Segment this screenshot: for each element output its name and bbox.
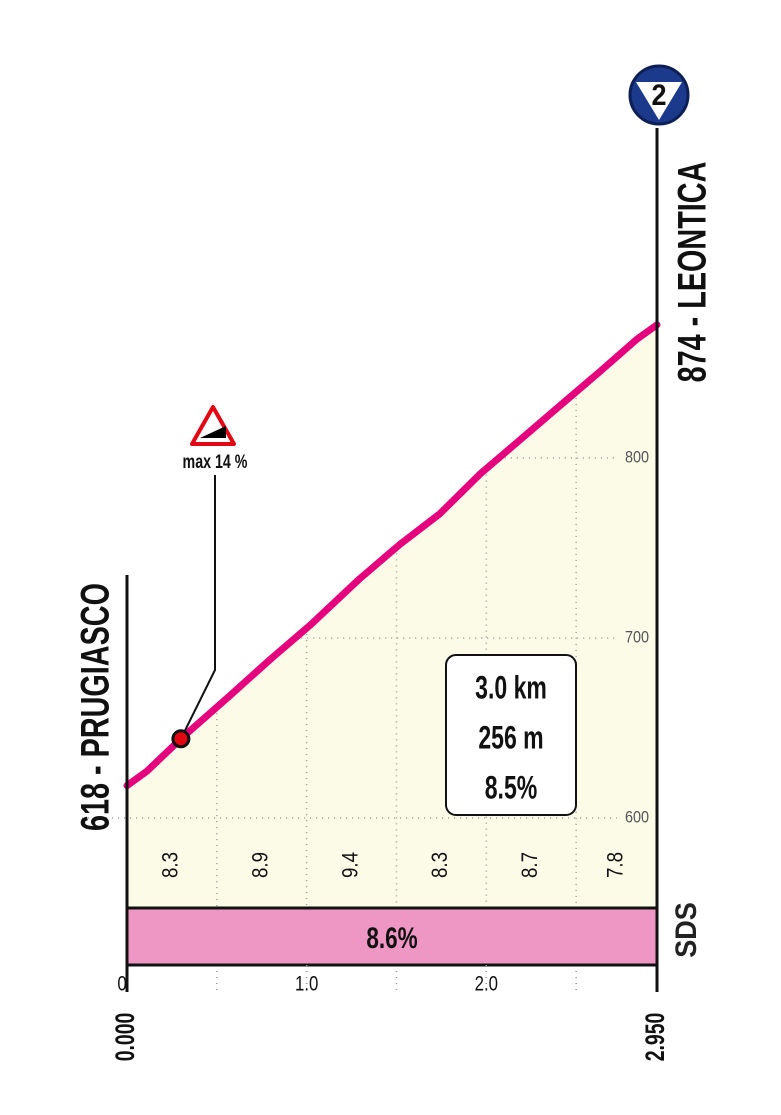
x-tick-label: 2.0: [475, 973, 498, 996]
segment-gradient: 8.3: [159, 852, 183, 878]
summary-line: 8.5%: [485, 770, 538, 806]
start-distance: 0.000: [110, 1013, 140, 1062]
warning-sign: [190, 405, 236, 446]
start-label: 618 - PRUGIASCO: [73, 583, 118, 831]
summary-line: 256 m: [478, 720, 543, 756]
summary-line: 3.0 km: [475, 670, 547, 706]
end-label: 874 - LEONTICA: [670, 162, 715, 383]
badge-triangle: [636, 82, 682, 120]
average-gradient-label: 8.6%: [366, 921, 417, 955]
max-gradient-point: [171, 729, 191, 749]
x-tick-label: 0: [117, 973, 126, 996]
leader-line: [180, 475, 216, 740]
max-gradient-label: max 14 %: [183, 451, 248, 472]
segment-gradient: 9.4: [339, 852, 363, 878]
logo: SDS: [670, 902, 704, 957]
badge: [628, 64, 690, 126]
profile-area: [127, 324, 657, 908]
summary-box: [445, 654, 577, 816]
segment-gradient: 8.7: [519, 852, 543, 878]
x-tick-label: 1.0: [295, 973, 318, 996]
end-distance: 2.950: [640, 1013, 670, 1062]
segment-gradient: 8.3: [429, 852, 453, 878]
y-tick-label: 700: [625, 628, 649, 646]
profile-line: [123, 321, 661, 790]
segment-gradient: 8.9: [249, 852, 273, 878]
warning-slope: [200, 426, 226, 438]
y-tick-label: 600: [625, 808, 649, 826]
y-tick-label: 800: [625, 448, 649, 466]
segment-gradient: 7.8: [604, 852, 628, 878]
badge-number: 2: [651, 79, 666, 113]
